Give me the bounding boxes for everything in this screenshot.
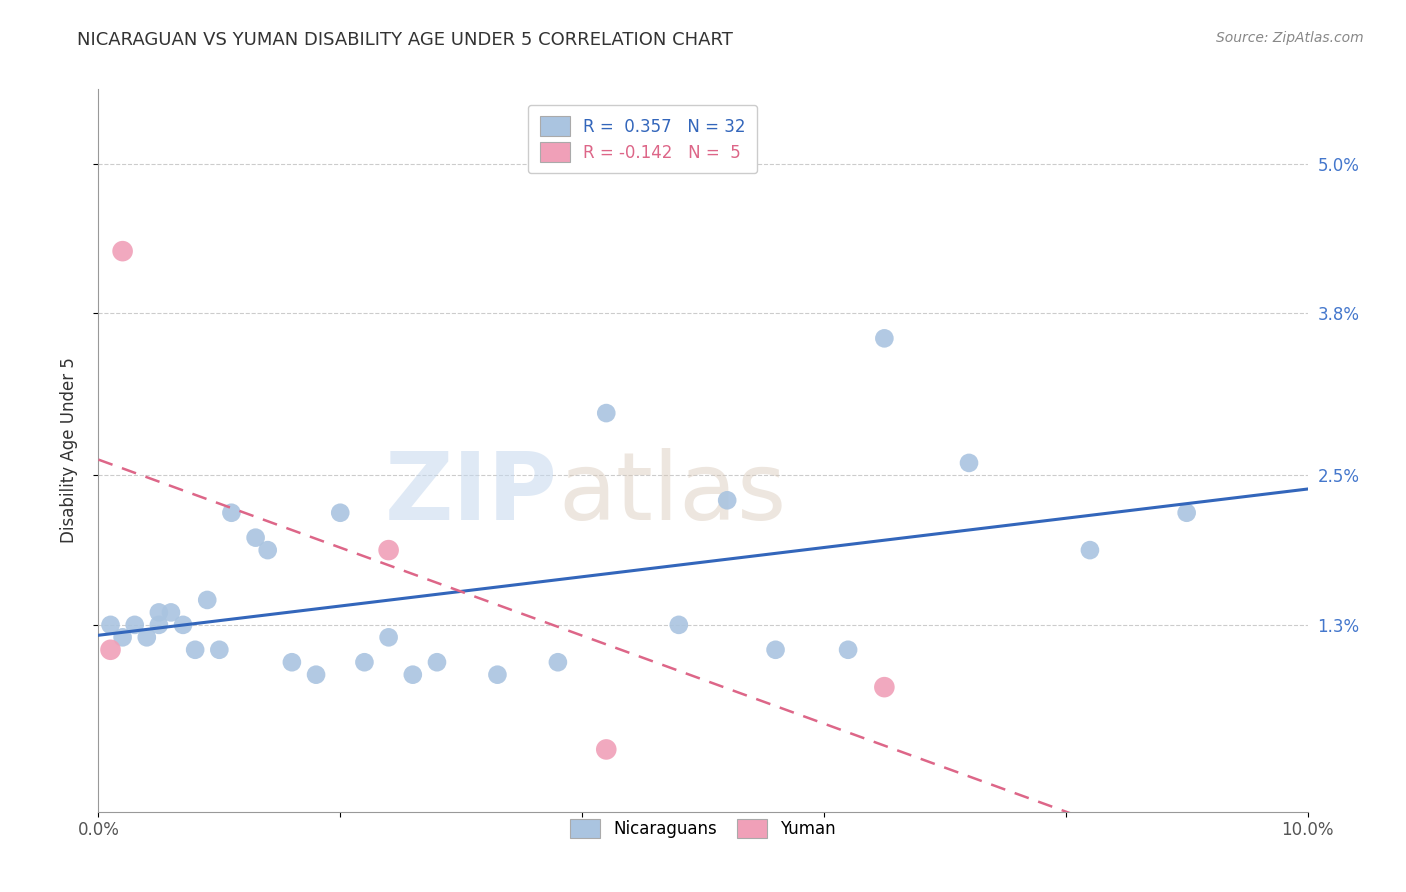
Point	[172, 618, 194, 632]
Legend: Nicaraguans, Yuman: Nicaraguans, Yuman	[561, 811, 845, 847]
Point	[873, 680, 896, 694]
Point	[305, 667, 328, 681]
Point	[957, 456, 980, 470]
Point	[100, 642, 122, 657]
Point	[716, 493, 738, 508]
Point	[208, 642, 231, 657]
Point	[377, 630, 399, 644]
Point	[195, 593, 218, 607]
Text: ZIP: ZIP	[385, 448, 558, 540]
Point	[135, 630, 157, 644]
Point	[111, 244, 134, 259]
Point	[148, 606, 170, 620]
Point	[837, 642, 859, 657]
Point	[184, 642, 207, 657]
Point	[148, 618, 170, 632]
Point	[221, 506, 243, 520]
Point	[765, 642, 787, 657]
Point	[486, 667, 509, 681]
Text: NICARAGUAN VS YUMAN DISABILITY AGE UNDER 5 CORRELATION CHART: NICARAGUAN VS YUMAN DISABILITY AGE UNDER…	[77, 31, 733, 49]
Point	[595, 406, 617, 420]
Point	[668, 618, 690, 632]
Text: Source: ZipAtlas.com: Source: ZipAtlas.com	[1216, 31, 1364, 45]
Point	[595, 742, 617, 756]
Point	[281, 655, 304, 669]
Y-axis label: Disability Age Under 5: Disability Age Under 5	[59, 358, 77, 543]
Point	[873, 331, 896, 345]
Text: atlas: atlas	[558, 448, 786, 540]
Point	[547, 655, 569, 669]
Point	[160, 606, 183, 620]
Point	[111, 630, 134, 644]
Point	[353, 655, 375, 669]
Point	[377, 543, 399, 558]
Point	[402, 667, 425, 681]
Point	[100, 618, 122, 632]
Point	[1175, 506, 1198, 520]
Point	[124, 618, 146, 632]
Point	[245, 531, 267, 545]
Point	[256, 543, 278, 558]
Point	[1078, 543, 1101, 558]
Point	[329, 506, 352, 520]
Point	[426, 655, 449, 669]
